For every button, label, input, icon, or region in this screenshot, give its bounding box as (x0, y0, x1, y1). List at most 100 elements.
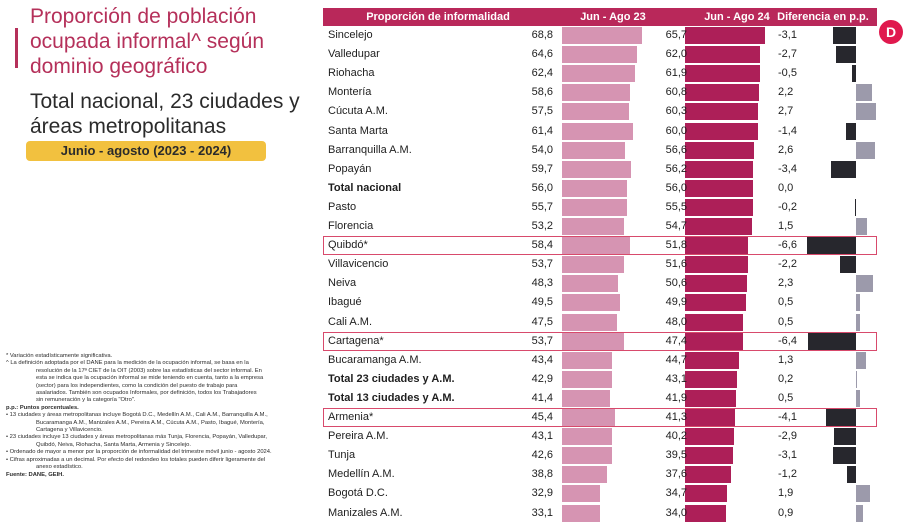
value-label-2023: 33,1 (531, 506, 553, 519)
bar-2023 (562, 27, 642, 44)
value-label-2024: 54,7 (665, 220, 687, 232)
value-label-2024: 34,0 (665, 506, 687, 519)
bar-2023 (562, 256, 625, 274)
value-label-2024: 60,8 (665, 86, 687, 99)
bar-difference (856, 294, 860, 312)
value-label-difference: 0,5 (778, 296, 794, 309)
category-label: Bucaramanga A.M. (328, 353, 422, 366)
value-label-2024: 51,8 (665, 239, 687, 252)
chart-title: Proporción de población ocupada informal… (30, 5, 265, 78)
bar-2023 (562, 409, 615, 426)
value-label-2023: 45,4 (531, 411, 553, 423)
bar-2023 (562, 179, 628, 197)
category-label: Quibdó* (328, 239, 368, 252)
value-label-difference: 0,5 (778, 315, 794, 328)
footnote-line: p.p.: Puntos porcentuales. (6, 404, 79, 411)
value-label-2024: 62,0 (665, 48, 687, 61)
value-label-2023: 58,4 (531, 239, 553, 252)
value-label-2023: 49,5 (531, 296, 553, 309)
value-label-difference: -3,1 (778, 449, 797, 462)
value-label-2023: 38,8 (531, 468, 553, 481)
bar-2023 (562, 389, 611, 407)
category-label: Medellín A.M. (328, 468, 395, 481)
bar-difference (856, 389, 860, 407)
value-label-difference: 2,2 (778, 86, 794, 99)
bar-2023 (562, 485, 601, 503)
value-label-2024: 37,6 (665, 468, 687, 481)
value-label-2023: 64,6 (531, 48, 553, 61)
value-label-2024: 39,5 (665, 449, 687, 462)
bar-2023 (562, 294, 620, 312)
footnote-line: Fuente: DANE, GEIH. (6, 471, 64, 478)
bar-2024 (685, 466, 731, 484)
table-row: Bucaramanga A.M. 43,4 44,7 1,3 (323, 351, 877, 370)
title-accent-bar (15, 28, 18, 68)
bar-difference (856, 485, 871, 503)
bar-2024 (685, 122, 759, 140)
value-label-2023: 42,9 (531, 372, 553, 385)
bar-2023 (562, 84, 631, 102)
bar-2024 (685, 256, 748, 274)
footnote-line: asalariados. También son ocupados Inform… (36, 390, 257, 397)
bar-2024 (685, 218, 752, 235)
bar-2023 (562, 504, 601, 522)
table-row: Pasto 55,7 55,5 -0,2 (323, 198, 877, 217)
value-label-difference: -3,4 (778, 162, 797, 175)
value-label-2024: 41,9 (665, 391, 687, 404)
category-label: Total 13 ciudades y A.M. (328, 391, 455, 404)
bar-difference (834, 428, 856, 446)
value-label-difference: 2,7 (778, 105, 794, 118)
value-label-2023: 53,7 (531, 258, 553, 271)
value-label-2023: 53,2 (531, 220, 553, 232)
category-label: Tunja (328, 449, 356, 462)
dane-logo-icon: D (879, 20, 903, 44)
table-row: Tunja 42,6 39,5 -3,1 (323, 446, 877, 465)
bar-difference (856, 103, 877, 121)
bar-2024 (685, 237, 749, 255)
value-label-2024: 56,0 (665, 181, 687, 194)
category-label: Valledupar (328, 48, 380, 61)
value-label-2023: 62,4 (531, 67, 553, 80)
table-row: Barranquilla A.M. 54,0 56,6 2,6 (323, 141, 877, 160)
category-label: Montería (328, 86, 372, 99)
bar-2023 (562, 370, 612, 388)
table-row: Total nacional 56,0 56,0 0,0 (323, 179, 877, 198)
bar-difference (852, 65, 856, 83)
category-label: Cúcuta A.M. (328, 105, 388, 118)
bar-2024 (685, 65, 761, 83)
table-row: Bogotá D.C. 32,9 34,7 1,9 (323, 484, 877, 503)
category-label: Cartagena* (328, 334, 384, 347)
category-label: Villavicencio (328, 258, 389, 271)
value-label-2024: 48,0 (665, 315, 687, 328)
category-label: Barranquilla A.M. (328, 143, 412, 156)
bar-2023 (562, 447, 612, 465)
table-row: Florencia 53,2 54,7 1,5 (323, 217, 877, 236)
bar-difference (856, 313, 860, 331)
bar-2024 (685, 447, 734, 465)
table-row: Cali A.M. 47,5 48,0 0,5 (323, 313, 877, 332)
category-label: Neiva (328, 277, 357, 290)
bar-difference (856, 275, 874, 293)
table-row: Valledupar 64,6 62,0 -2,7 (323, 45, 877, 64)
footnote-line: sin remuneración y la categoría "Otro". (36, 397, 136, 404)
bar-difference (832, 447, 856, 465)
bar-2023 (562, 332, 625, 350)
category-label: Santa Marta (328, 124, 388, 137)
table-row: Neiva 48,3 50,6 2,3 (323, 274, 877, 293)
value-label-2024: 65,7 (665, 29, 687, 41)
value-label-2023: 56,0 (531, 181, 553, 194)
value-label-difference: -4,1 (778, 411, 797, 423)
bar-difference (856, 84, 873, 102)
value-label-2023: 58,6 (531, 86, 553, 99)
value-label-difference: -1,2 (778, 468, 797, 481)
footnote-line: Cartagena y Villavicencio. (36, 427, 103, 434)
bar-2023 (562, 428, 613, 446)
table-row: Ibagué 49,5 49,9 0,5 (323, 293, 877, 312)
value-label-2024: 50,6 (665, 277, 687, 290)
bar-2023 (562, 46, 638, 64)
value-label-2024: 51,6 (665, 258, 687, 271)
value-label-difference: -2,2 (778, 258, 797, 271)
value-label-difference: -2,9 (778, 430, 797, 443)
value-label-2023: 68,8 (531, 29, 553, 41)
bar-2023 (562, 141, 625, 159)
